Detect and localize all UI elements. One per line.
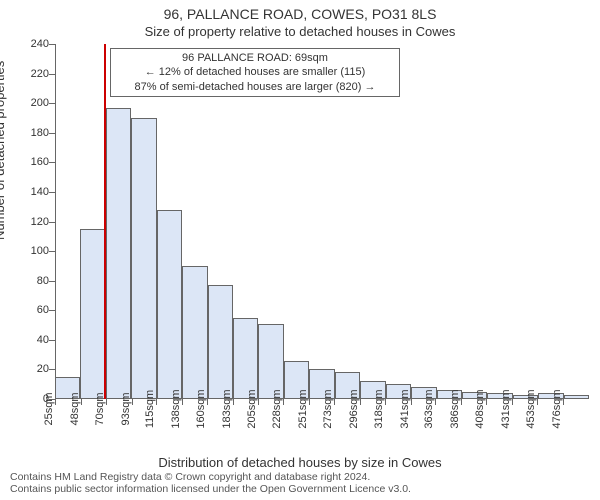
x-tick — [207, 399, 208, 405]
y-tick — [49, 133, 55, 134]
y-tick — [49, 369, 55, 370]
x-tick — [512, 399, 513, 405]
x-tick — [81, 399, 82, 405]
x-tick — [156, 399, 157, 405]
x-tick — [309, 399, 310, 405]
histogram-bar — [157, 210, 182, 399]
x-tick-label: 93sqm — [120, 392, 132, 425]
x-tick-label: 363sqm — [423, 389, 435, 428]
y-tick — [49, 251, 55, 252]
annotation-line-1: 96 PALLANCE ROAD: 69sqm — [117, 51, 393, 65]
y-tick — [49, 74, 55, 75]
y-tick — [49, 340, 55, 341]
x-axis-label: Distribution of detached houses by size … — [0, 455, 600, 470]
histogram-bar — [131, 118, 156, 399]
x-tick-label: 160sqm — [195, 389, 207, 428]
x-tick-label: 408sqm — [474, 389, 486, 428]
x-tick — [55, 399, 56, 405]
chart-container: 96, PALLANCE ROAD, COWES, PO31 8LS Size … — [0, 0, 600, 500]
y-tick-label: 220 — [23, 68, 49, 80]
histogram-bar — [258, 324, 283, 399]
footer-line-2: Contains public sector information licen… — [10, 483, 590, 496]
y-tick — [49, 310, 55, 311]
annotation-box: 96 PALLANCE ROAD: 69sqm ← 12% of detache… — [110, 48, 400, 97]
y-tick — [49, 192, 55, 193]
x-tick — [435, 399, 436, 405]
chart-title-sub: Size of property relative to detached ho… — [0, 24, 600, 39]
x-tick-label: 296sqm — [348, 389, 360, 428]
y-tick-label: 40 — [23, 334, 49, 346]
x-tick-label: 476sqm — [551, 389, 563, 428]
y-tick-label: 60 — [23, 304, 49, 316]
x-tick-label: 318sqm — [373, 389, 385, 428]
plot-area: 020406080100120140160180200220240 25sqm4… — [55, 44, 575, 399]
x-tick — [334, 399, 335, 405]
x-tick-label: 453sqm — [525, 389, 537, 428]
y-tick-label: 200 — [23, 97, 49, 109]
x-tick — [486, 399, 487, 405]
x-tick-label: 431sqm — [500, 389, 512, 428]
x-tick — [461, 399, 462, 405]
histogram-bar — [106, 108, 131, 399]
footer-credits: Contains HM Land Registry data © Crown c… — [10, 471, 590, 496]
reference-marker-line — [104, 44, 106, 399]
annotation-line-3: 87% of semi-detached houses are larger (… — [117, 80, 393, 94]
y-tick-label: 80 — [23, 275, 49, 287]
y-tick — [49, 281, 55, 282]
x-tick-label: 183sqm — [221, 389, 233, 428]
histogram-bar — [182, 266, 207, 399]
y-tick-label: 160 — [23, 156, 49, 168]
y-tick — [49, 103, 55, 104]
y-tick-label: 140 — [23, 186, 49, 198]
footer-line-1: Contains HM Land Registry data © Crown c… — [10, 471, 590, 484]
x-tick-label: 25sqm — [43, 392, 55, 425]
y-tick — [49, 162, 55, 163]
x-tick-label: 70sqm — [94, 392, 106, 425]
y-tick-label: 180 — [23, 127, 49, 139]
x-tick-label: 48sqm — [69, 392, 81, 425]
x-tick — [360, 399, 361, 405]
y-tick — [49, 44, 55, 45]
x-tick-label: 341sqm — [399, 389, 411, 428]
x-tick-label: 138sqm — [170, 389, 182, 428]
annotation-line-2: ← 12% of detached houses are smaller (11… — [117, 65, 393, 79]
x-tick — [283, 399, 284, 405]
x-tick-label: 205sqm — [246, 389, 258, 428]
histogram-bar — [208, 285, 233, 399]
x-tick-label: 228sqm — [271, 389, 283, 428]
y-tick — [49, 222, 55, 223]
y-axis-label: Number of detached properties — [0, 61, 7, 240]
x-tick-label: 251sqm — [297, 389, 309, 428]
x-tick-label: 386sqm — [449, 389, 461, 428]
x-tick — [182, 399, 183, 405]
chart-title-main: 96, PALLANCE ROAD, COWES, PO31 8LS — [0, 6, 600, 22]
histogram-bar — [233, 318, 258, 399]
x-tick-label: 115sqm — [144, 390, 156, 428]
y-tick-label: 20 — [23, 363, 49, 375]
histogram-bar — [80, 229, 105, 399]
histogram-bar — [564, 395, 589, 399]
y-tick-label: 240 — [23, 38, 49, 50]
x-tick-label: 273sqm — [322, 389, 334, 428]
y-tick-label: 120 — [23, 216, 49, 228]
y-tick-label: 100 — [23, 245, 49, 257]
